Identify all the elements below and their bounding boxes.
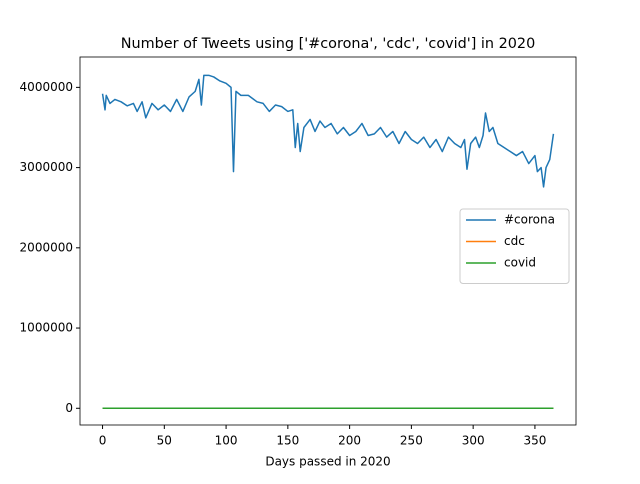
y-tick-label: 2000000 xyxy=(20,240,73,254)
x-tick-label: 250 xyxy=(400,434,423,448)
y-tick-label: 1000000 xyxy=(20,321,73,335)
x-axis-label: Days passed in 2020 xyxy=(265,455,390,469)
x-tick-label: 350 xyxy=(523,434,546,448)
legend-box xyxy=(459,208,570,284)
legend-label: #corona xyxy=(504,213,555,227)
x-tick-label: 50 xyxy=(157,434,172,448)
y-tick-label: 0 xyxy=(65,401,73,415)
x-tick-label: 0 xyxy=(99,434,107,448)
line-series xyxy=(101,74,555,188)
x-tick-label: 200 xyxy=(338,434,361,448)
y-tick-label: 3000000 xyxy=(20,160,73,174)
x-tick-label: 100 xyxy=(215,434,238,448)
y-tick-label: 4000000 xyxy=(20,80,73,94)
chart-title: Number of Tweets using ['#corona', 'cdc'… xyxy=(121,36,535,52)
legend-label: covid xyxy=(504,256,536,270)
x-tick-label: 300 xyxy=(462,434,485,448)
legend-label: cdc xyxy=(504,234,525,248)
axes-frame xyxy=(79,56,577,426)
x-tick-label: 150 xyxy=(276,434,299,448)
